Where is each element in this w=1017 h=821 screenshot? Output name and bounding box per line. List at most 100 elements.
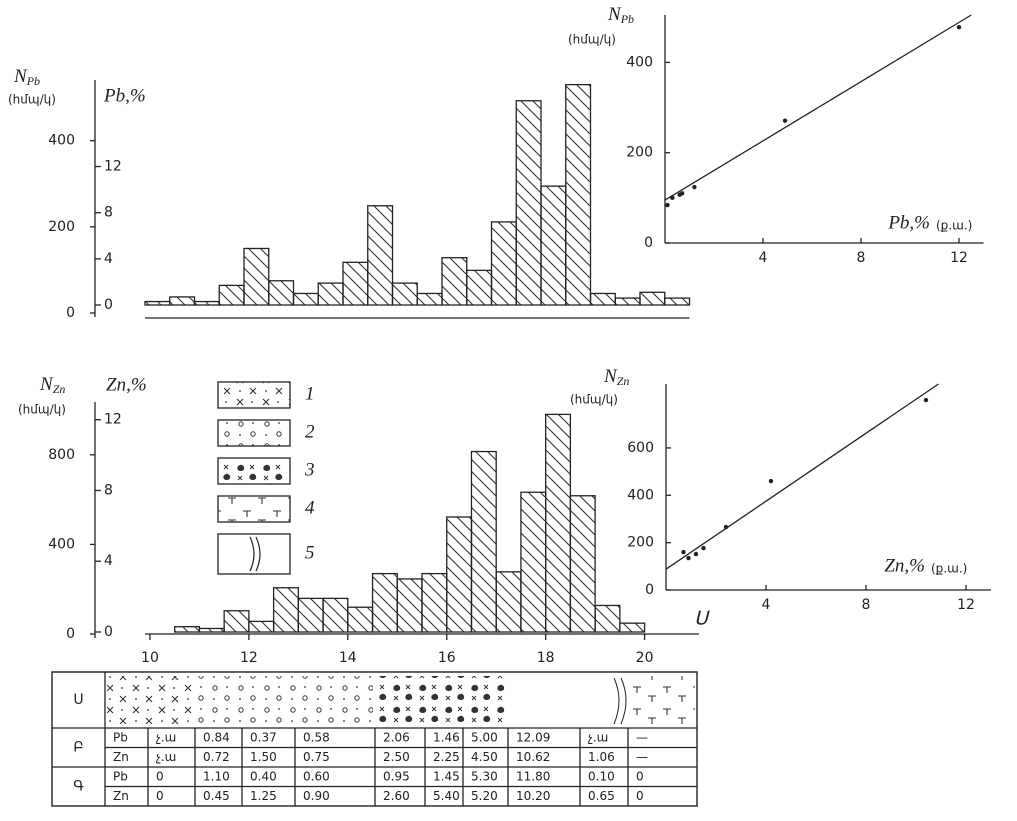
histogram-bar <box>546 414 571 632</box>
y-tick-label: 4 <box>104 553 113 569</box>
legend-label: 3 <box>304 459 315 480</box>
table-cell: 2.06 <box>383 730 410 744</box>
table-cell: 0 <box>636 789 644 803</box>
table-cell: 0.40 <box>250 769 277 783</box>
x-tick-label: 8 <box>857 250 866 266</box>
table-cell: 11.80 <box>516 769 550 783</box>
y-axis-title: Pb,% <box>103 85 146 106</box>
table-cell: 1.06 <box>588 750 615 764</box>
axis-title: NPb <box>607 4 634 25</box>
x-axis-title: Ս <box>694 608 710 629</box>
scatter-point <box>769 479 773 483</box>
table-cell: 10.62 <box>516 750 550 764</box>
histogram-bar <box>175 627 200 632</box>
table-cell: 0.45 <box>203 789 230 803</box>
legend-label: 4 <box>305 497 315 518</box>
x-tick-label: 4 <box>762 597 771 613</box>
table-cell: 2.60 <box>383 789 410 803</box>
table-cell: 12.09 <box>516 730 550 744</box>
y2-tick-label: 400 <box>48 133 75 149</box>
table-cell: 1.50 <box>250 750 277 764</box>
y-axis-title: Zn,% <box>106 374 147 395</box>
histogram-bar <box>348 607 373 632</box>
histogram-bar <box>393 283 418 305</box>
y-tick-label: 400 <box>626 54 653 70</box>
x-axis-title: Zn,% <box>884 555 925 576</box>
table-cell: 0.84 <box>203 730 230 744</box>
y-tick-label: 4 <box>104 251 113 267</box>
histogram-bar <box>368 206 393 305</box>
table-cell: 5.40 <box>433 789 460 803</box>
table-cell: 0.90 <box>303 789 330 803</box>
axis-title-sub: Zn <box>617 374 630 388</box>
table-cell: չ.ա <box>588 730 608 744</box>
y-unit: (հմպ/կ) <box>568 33 616 47</box>
table-cell: 5.30 <box>471 769 498 783</box>
x-axis-note: (ք.ա.) <box>936 219 972 233</box>
scatter-point <box>686 556 690 560</box>
y2-unit: (հմպ/կ) <box>18 403 66 417</box>
x-axis-note: (ք.ա.) <box>931 562 967 576</box>
y2-tick-label: 800 <box>48 447 75 463</box>
table-cell: Zn <box>113 750 129 764</box>
y2-tick-label: 200 <box>48 219 75 235</box>
histogram-bar <box>595 605 620 632</box>
y-tick-label: 0 <box>104 297 113 313</box>
table-cell: 0.60 <box>303 769 330 783</box>
header-symbols <box>614 678 626 724</box>
x-tick-label: 14 <box>339 650 357 666</box>
histogram-bar <box>195 302 220 305</box>
histogram-bar <box>492 222 517 305</box>
histogram-bar <box>417 293 442 305</box>
histogram-bar <box>323 598 348 632</box>
histogram-bar <box>249 621 274 632</box>
x-tick-label: 16 <box>438 650 456 666</box>
axis-title-sub: Pb <box>26 74 40 88</box>
histogram-bar <box>541 186 566 305</box>
scatter-point <box>957 25 961 29</box>
header-symbols <box>630 676 695 724</box>
scatter-point <box>681 550 685 554</box>
y2-unit: (հմպ/կ) <box>8 93 56 107</box>
table-cell: 2.50 <box>383 750 410 764</box>
histogram-bar <box>467 270 492 305</box>
x-tick-label: 12 <box>950 250 968 266</box>
scatter-point <box>670 196 674 200</box>
table-cell: 0.58 <box>303 730 330 744</box>
histogram-bar <box>471 452 496 632</box>
histogram-bar <box>373 574 398 632</box>
table-cell: 0 <box>636 769 644 783</box>
scatter-point <box>724 525 728 529</box>
trend-line <box>665 15 971 200</box>
histogram-bar <box>447 517 472 632</box>
table-cell: 0.65 <box>588 789 615 803</box>
legend-label: 2 <box>305 421 315 442</box>
histogram-bar <box>665 298 690 305</box>
y-tick-label: 0 <box>644 235 653 251</box>
y2-tick-label: 400 <box>48 536 75 552</box>
y-tick-label: 600 <box>627 440 654 456</box>
scatter-point <box>692 185 696 189</box>
scatter-point <box>680 191 684 195</box>
axis-title-sub: Zn <box>53 382 66 396</box>
y-tick-label: 8 <box>104 482 113 498</box>
y-tick-label: 0 <box>645 582 654 598</box>
table-cell: 0 <box>156 769 164 783</box>
header-symbols <box>510 676 626 724</box>
y-tick-label: 400 <box>627 487 654 503</box>
table-cell: 5.20 <box>471 789 498 803</box>
y-tick-label: 12 <box>104 412 122 428</box>
histogram-bar <box>219 285 244 305</box>
histogram-bar <box>591 293 616 305</box>
x-tick-label: 10 <box>141 650 159 666</box>
axis-title: NZn <box>39 374 65 395</box>
histogram-bar <box>566 85 591 305</box>
table-cell: Pb <box>113 769 128 783</box>
axis-title: NZn <box>603 366 629 387</box>
header-symbols <box>107 676 193 724</box>
table-cell: Zn <box>113 789 129 803</box>
histogram-bar <box>145 302 170 305</box>
histogram-bar <box>298 598 323 632</box>
histogram-bar <box>244 248 269 305</box>
legend-boxes <box>218 382 290 574</box>
